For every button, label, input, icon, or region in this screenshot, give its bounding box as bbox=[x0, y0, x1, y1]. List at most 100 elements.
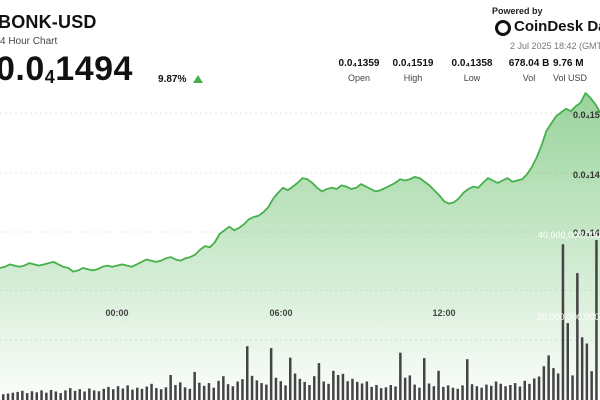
volume-bar bbox=[370, 386, 373, 400]
volume-bar bbox=[207, 383, 211, 400]
stat-vol: 678.04 B Vol bbox=[499, 58, 559, 83]
volume-bar bbox=[389, 385, 392, 400]
volume-bar bbox=[102, 388, 105, 400]
volume-bar bbox=[418, 387, 421, 400]
volume-bar bbox=[576, 273, 579, 400]
volume-bar bbox=[585, 343, 589, 400]
volume-bar bbox=[379, 388, 383, 400]
powered-by-label: Powered by bbox=[492, 6, 543, 16]
x-tick-label: 00:00 bbox=[105, 308, 128, 318]
stat-vol-usd-label: Vol USD bbox=[553, 73, 588, 83]
volume-bar bbox=[250, 375, 254, 400]
stat-high-label: High bbox=[403, 73, 423, 83]
stat-vol-label: Vol bbox=[522, 73, 536, 83]
volume-bar bbox=[399, 352, 402, 400]
volume-bar bbox=[35, 392, 38, 400]
volume-bar bbox=[11, 392, 15, 400]
volume-bar bbox=[341, 373, 345, 400]
volume-bar bbox=[193, 371, 196, 400]
volume-bar bbox=[451, 387, 455, 400]
stat-low-value: 0.0₄1358 bbox=[451, 58, 493, 69]
volume-bar bbox=[470, 384, 474, 400]
volume-bar bbox=[69, 388, 72, 400]
volume-bar bbox=[317, 363, 321, 400]
volume-bar bbox=[121, 388, 125, 400]
volume-bar bbox=[403, 377, 407, 400]
volume-bar bbox=[164, 387, 168, 400]
volume-bar bbox=[59, 393, 62, 400]
stat-open-value: 0.0₄1359 bbox=[338, 58, 380, 69]
volume-bar bbox=[16, 391, 19, 400]
volume-bar bbox=[202, 385, 206, 400]
volume-bar bbox=[140, 388, 144, 400]
volume-bar bbox=[236, 381, 239, 400]
volume-bar bbox=[442, 386, 445, 400]
volume-bar bbox=[466, 359, 469, 400]
volume-bar bbox=[332, 370, 335, 400]
volume-bar bbox=[356, 381, 359, 400]
volume-bar bbox=[566, 323, 569, 400]
volume-bar bbox=[552, 368, 555, 400]
volume-bar bbox=[198, 382, 201, 400]
price-change-percent: 9.87% bbox=[158, 74, 187, 85]
stat-open: 0.0₄1359 Open bbox=[329, 58, 389, 83]
volume-bar bbox=[351, 378, 354, 400]
volume-bar bbox=[509, 385, 512, 400]
volume-bar bbox=[231, 386, 235, 400]
volume-bar bbox=[590, 371, 593, 400]
price-prefix: 0.0 bbox=[0, 50, 45, 88]
volume-bar bbox=[255, 380, 259, 400]
volume-bar bbox=[97, 391, 101, 400]
volume-bar bbox=[246, 346, 249, 400]
volume-bar bbox=[528, 383, 531, 400]
stat-high-value: 0.0₄1519 bbox=[392, 58, 434, 69]
volume-bar bbox=[40, 390, 43, 400]
coindesk-logo-icon bbox=[495, 20, 511, 36]
volume-bar bbox=[183, 387, 187, 400]
price-area bbox=[0, 92, 600, 400]
volume-bar bbox=[327, 383, 330, 400]
volume-bar bbox=[456, 388, 459, 400]
y-tick-label: 0.0₄14 bbox=[573, 228, 600, 238]
axis-labels: 00:00 06:00 12:000.0₄150.0₄140.0₄1440,000,… bbox=[105, 110, 600, 322]
volume-bar bbox=[298, 378, 302, 400]
volume-bar bbox=[155, 388, 158, 400]
volume-bar bbox=[423, 358, 426, 400]
volume-bar bbox=[126, 385, 129, 400]
volume-bar bbox=[279, 381, 282, 400]
volume-bar bbox=[289, 357, 292, 400]
volume-bar bbox=[136, 387, 139, 400]
volume-bar bbox=[437, 370, 440, 400]
volume-bar bbox=[2, 394, 5, 400]
volume-bar bbox=[556, 373, 560, 400]
volume-bar bbox=[384, 387, 388, 400]
volume-bar bbox=[284, 385, 287, 400]
volume-bar bbox=[222, 376, 225, 400]
volume-bar bbox=[365, 381, 369, 400]
volume-bar bbox=[188, 388, 192, 400]
timestamp: 2 Jul 2025 18:42 (GMT) bbox=[510, 41, 600, 51]
x-tick-label: 06:00 bbox=[269, 308, 292, 318]
volume-bar bbox=[92, 390, 96, 400]
volume-bar bbox=[523, 380, 526, 400]
volume-bar bbox=[169, 375, 172, 400]
x-tick-label: 12:00 bbox=[432, 308, 455, 318]
volume-bar bbox=[88, 388, 91, 400]
volume-bar bbox=[45, 392, 48, 400]
price-area-fill bbox=[0, 93, 600, 400]
up-arrow-icon bbox=[193, 75, 203, 83]
volume-bar bbox=[179, 382, 182, 400]
volume-bar bbox=[490, 385, 493, 400]
stat-low: 0.0₄1358 Low bbox=[442, 58, 502, 83]
volume-bar bbox=[485, 384, 488, 400]
volume-bar bbox=[427, 383, 431, 400]
price-zero-count: 4 bbox=[44, 67, 56, 87]
volume-bar bbox=[394, 386, 397, 400]
volume-bar bbox=[313, 376, 316, 400]
volume-bar bbox=[346, 381, 349, 400]
y-tick-label: 0.0₄14 bbox=[573, 170, 600, 180]
stat-vol-usd: 9.76 M Vol USD bbox=[553, 58, 600, 83]
price-line bbox=[0, 92, 600, 273]
volume-bar bbox=[446, 385, 450, 400]
